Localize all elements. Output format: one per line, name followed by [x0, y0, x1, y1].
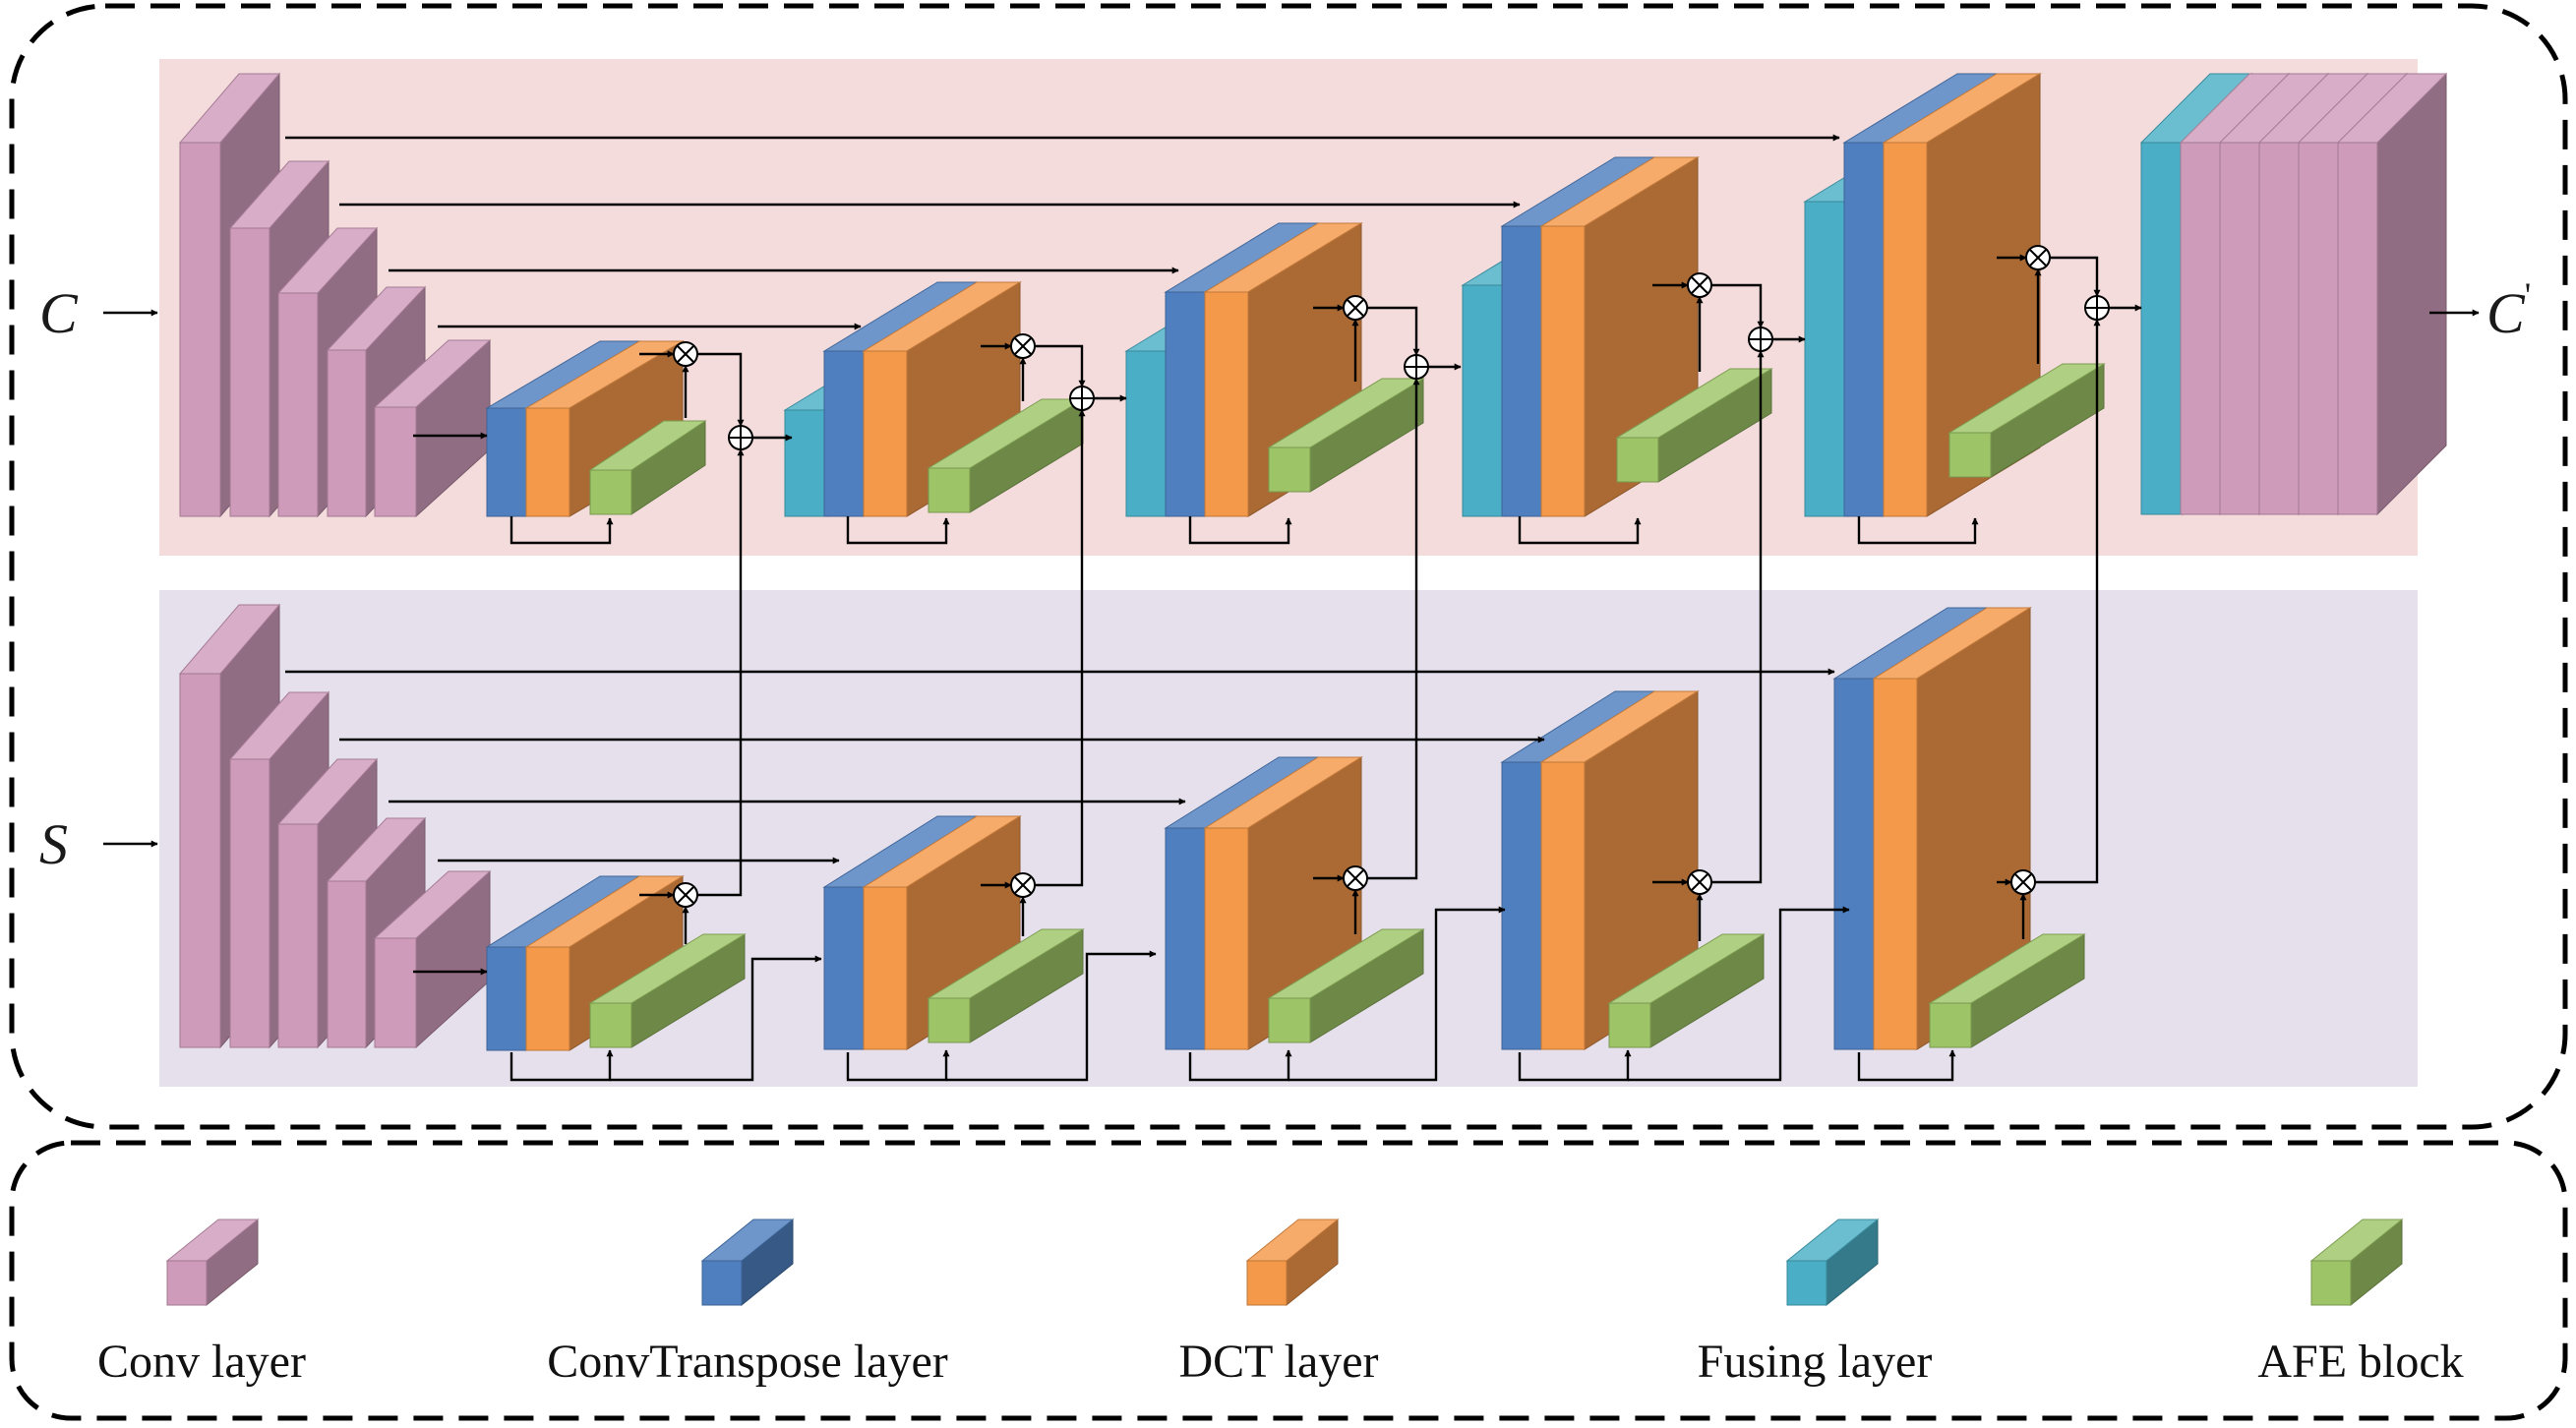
style-decoder-stage-2 [822, 815, 1085, 1050]
style-decoder-stage-4-dct-depth [1583, 690, 1700, 1050]
style-decoder-stage-5 [1832, 607, 2086, 1050]
style-to-content-4 [1711, 350, 1765, 884]
legend-item-fusing: Fusing layer [1698, 1218, 1933, 1388]
legend: Conv layer ConvTranspose layer DCT layer Fu… [97, 1218, 2464, 1388]
output-label: C' [2486, 275, 2531, 345]
legend-label-convtranspose: ConvTranspose layer [547, 1336, 948, 1388]
content-afe-loop-3 [1188, 516, 1292, 545]
style-decoder-stage-5-dct-depth [1915, 607, 2032, 1050]
content-multiply-op-5 [2025, 245, 2051, 270]
content-add-op-4 [1748, 327, 1773, 352]
legend-label-conv: Conv layer [97, 1336, 306, 1388]
content-decoder-stage-3 [1124, 222, 1425, 517]
style-afe-loop-4 [1518, 1049, 1632, 1082]
content-input-label: C [39, 281, 79, 345]
content-decoder-stage-4-afe-block [1615, 368, 1773, 483]
content-add-op-5 [2084, 295, 2110, 321]
style-decoder-stage-1-afe-block [588, 933, 747, 1048]
output-conv-layer-5 [2336, 72, 2448, 516]
content-decoder-stage-3-afe-block [1267, 378, 1425, 493]
network-frame [9, 3, 2568, 1130]
style-decoder-stage-4 [1500, 690, 1766, 1050]
legend-label-dct: DCT layer [1178, 1336, 1378, 1388]
legend-item-convtranspose: ConvTranspose layer [547, 1218, 948, 1388]
style-decoder-stage-5-afe-block [1928, 933, 2086, 1048]
output-letter: C [2486, 281, 2526, 345]
content-afe-loop-2 [846, 516, 950, 545]
content-mul-to-add-5 [2050, 256, 2101, 297]
content-mul-to-add-2 [1035, 344, 1086, 387]
style-decoder-stage-3 [1164, 756, 1425, 1050]
content-decoder-stage-4 [1461, 156, 1773, 517]
style-to-content-1 [697, 448, 745, 897]
style-multiply-op-1 [673, 882, 698, 908]
legend-swatch-convtranspose [700, 1218, 795, 1307]
style-to-content-3 [1367, 378, 1420, 880]
output-head [2139, 72, 2448, 516]
content-afe-loop-4 [1518, 516, 1642, 545]
content-mul-to-add-4 [1711, 283, 1765, 328]
legend-swatch-conv [165, 1218, 260, 1307]
content-decoder-stage-2 [783, 281, 1085, 517]
style-stage-chain-1 [610, 955, 822, 1082]
style-stage-chain-4 [1628, 906, 1850, 1082]
content-multiply-op-4 [1687, 272, 1712, 298]
content-multiply-op-2 [1010, 333, 1036, 359]
style-multiply-op-5 [2010, 869, 2036, 895]
layer-blocks [178, 72, 2448, 1051]
style-encoder-conv-5 [373, 869, 492, 1049]
content-encoder-conv-5 [373, 338, 492, 518]
style-multiply-op-2 [1010, 872, 1036, 898]
legend-item-afe: AFE block [2257, 1218, 2464, 1388]
content-add-op-2 [1069, 386, 1095, 411]
style-to-content-5 [2035, 319, 2101, 884]
content-multiply-op-1 [673, 341, 698, 367]
style-afe-loop-1 [509, 1049, 614, 1082]
content-decoder-stage-5-afe-block [1947, 363, 2106, 478]
legend-label-fusing: Fusing layer [1698, 1336, 1933, 1388]
style-decoder-stage-4-afe-block [1607, 933, 1766, 1048]
style-afe-loop-5 [1857, 1049, 1956, 1082]
style-afe-loop-2 [846, 1049, 950, 1082]
style-decoder-stage-3-afe-block [1267, 928, 1425, 1043]
content-mul-to-add-3 [1367, 306, 1420, 356]
content-add-op-1 [728, 425, 753, 450]
content-multiply-op-3 [1343, 295, 1368, 321]
content-decoder-stage-5 [1803, 73, 2106, 517]
legend-swatch-fusing [1785, 1218, 1880, 1307]
legend-item-dct: DCT layer [1178, 1218, 1379, 1388]
content-decoder-stage-1 [485, 340, 707, 517]
content-decoder-stage-1-afe-block [588, 420, 707, 515]
style-afe-loop-3 [1188, 1049, 1292, 1082]
content-mul-to-add-1 [697, 352, 745, 427]
style-decoder-stage-2-afe-block [927, 928, 1085, 1043]
legend-swatch-afe [2309, 1218, 2404, 1307]
style-multiply-op-3 [1343, 865, 1368, 891]
content-afe-loop-1 [509, 516, 614, 545]
output-prime: ' [2525, 275, 2532, 315]
content-add-op-3 [1404, 354, 1429, 380]
legend-frame [9, 1140, 2568, 1421]
style-stage-chain-2 [946, 950, 1157, 1082]
content-afe-loop-5 [1857, 516, 1979, 545]
legend-item-conv: Conv layer [97, 1218, 306, 1388]
legend-swatch-dct [1245, 1218, 1340, 1307]
style-multiply-op-4 [1687, 869, 1712, 895]
style-stage-chain-3 [1288, 906, 1506, 1082]
style-to-content-2 [1035, 409, 1086, 887]
legend-label-afe: AFE block [2257, 1336, 2463, 1388]
connectors [103, 134, 2480, 1082]
style-input-label: S [39, 812, 68, 876]
